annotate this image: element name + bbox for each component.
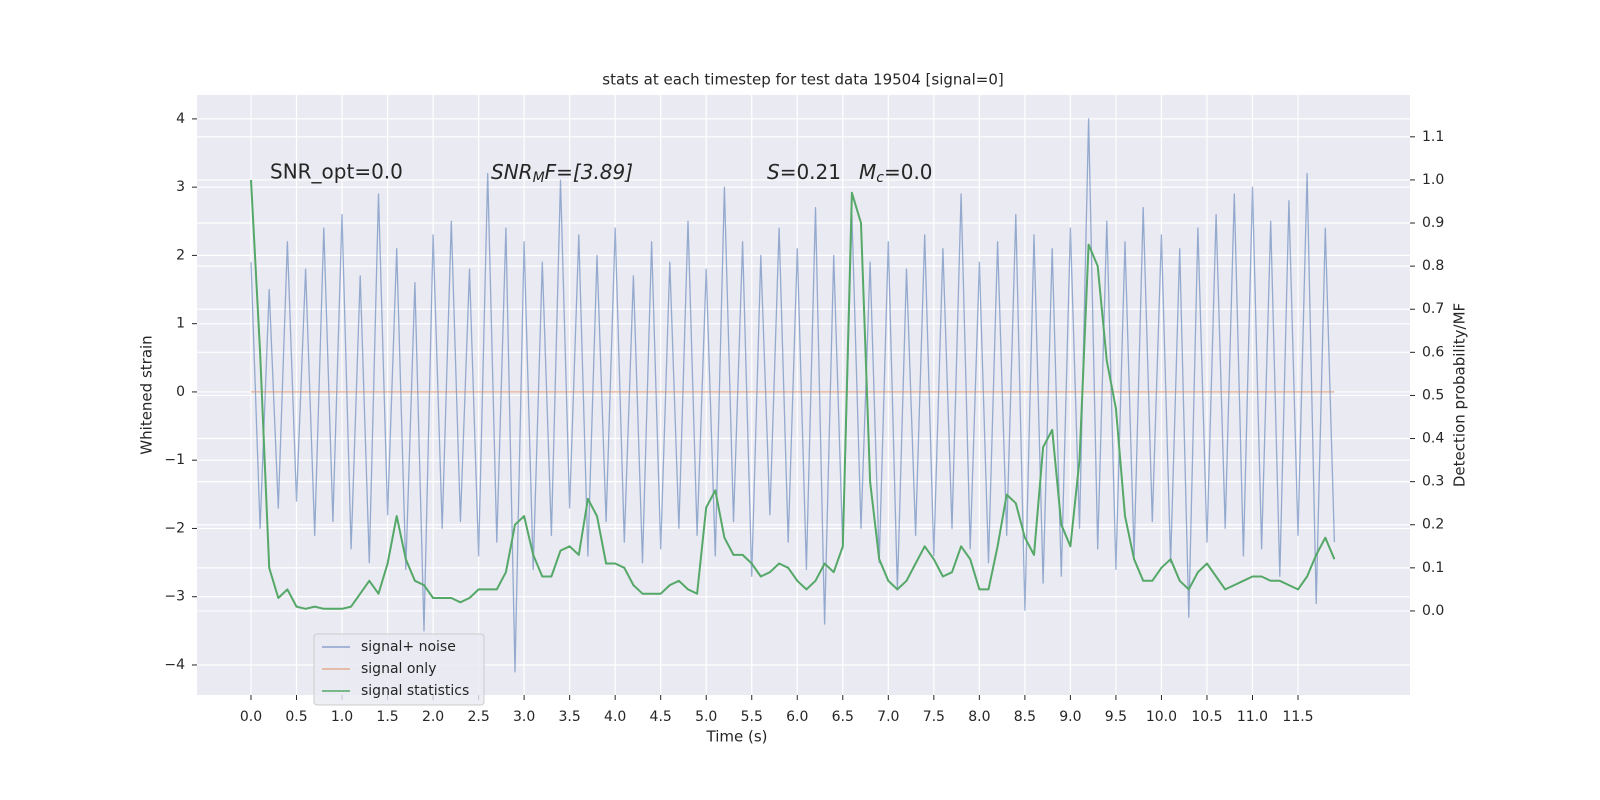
x-tick-label: 5.5: [741, 709, 763, 725]
y2-tick-label: 0.1: [1422, 560, 1444, 576]
y-axis-label: Whitened strain: [138, 335, 156, 454]
y2-tick-label: 0.9: [1422, 215, 1444, 231]
x-tick-label: 3.5: [559, 709, 581, 725]
y2-tick-label: 0.5: [1422, 387, 1444, 403]
y2-tick-label: 1.1: [1422, 129, 1444, 145]
annotation: SNRMF=[3.89]: [491, 160, 633, 187]
annotation-part: M: [533, 170, 545, 186]
x-tick-label: 9.0: [1059, 709, 1081, 725]
legend-label: signal only: [361, 661, 436, 677]
x-tick-label: 10.5: [1191, 709, 1222, 725]
x-tick-label: 5.0: [695, 709, 717, 725]
legend-box: [313, 633, 485, 706]
annotation-part: =0.21: [780, 160, 841, 184]
annotation: Mc=0.0: [859, 160, 933, 187]
y-tick-label: 0: [176, 384, 185, 400]
y2-tick-label: 1.0: [1422, 172, 1444, 188]
chart-title: stats at each timestep for test data 195…: [602, 71, 1003, 89]
x-tick-label: 11.5: [1282, 709, 1313, 725]
x-tick-label: 8.0: [968, 709, 990, 725]
x-tick-label: 0.5: [285, 709, 307, 725]
y-tick-label: −1: [164, 452, 185, 468]
y-tick-label: 2: [176, 247, 185, 263]
series-line: [250, 179, 1336, 610]
series-line: [250, 118, 1336, 673]
x-tick-label: 6.0: [786, 709, 808, 725]
y-tick-label: 4: [176, 111, 185, 127]
x-tick-label: 0.0: [240, 709, 262, 725]
x-tick-label: 1.0: [331, 709, 353, 725]
y2-tick-label: 0.7: [1422, 301, 1444, 317]
x-tick-label: 10.0: [1146, 709, 1177, 725]
annotation: S=0.21: [767, 160, 841, 184]
y2-axis-label: Detection probability/MF: [1451, 303, 1469, 487]
x-tick-label: 4.0: [604, 709, 626, 725]
y-tick-label: −4: [164, 657, 185, 673]
annotation-part: c: [876, 170, 884, 186]
x-tick-label: 11.0: [1237, 709, 1268, 725]
x-tick-label: 8.5: [1014, 709, 1036, 725]
x-tick-label: 6.5: [832, 709, 854, 725]
annotation-part: M: [859, 160, 876, 184]
annotation: SNR_opt=0.0: [270, 160, 403, 184]
x-axis-label: Time (s): [706, 728, 768, 746]
x-tick-label: 9.5: [1105, 709, 1127, 725]
annotation-part: SNR: [491, 160, 533, 184]
x-tick-label: 7.0: [877, 709, 899, 725]
y-tick-label: 1: [176, 316, 185, 332]
y-tick-label: −3: [164, 589, 185, 605]
annotation-part: =0.0: [884, 160, 933, 184]
y2-tick-label: 0.6: [1422, 344, 1444, 360]
y-tick-label: 3: [176, 179, 185, 195]
x-tick-label: 2.5: [467, 709, 489, 725]
annotation-part: F=[3.89]: [545, 160, 633, 184]
legend-label: signal statistics: [361, 683, 469, 699]
legend-label: signal+ noise: [361, 639, 456, 655]
x-tick-label: 2.0: [422, 709, 444, 725]
y2-tick-label: 0.8: [1422, 258, 1444, 274]
y-tick-label: −2: [164, 520, 185, 536]
x-tick-label: 7.5: [923, 709, 945, 725]
y2-tick-label: 0.2: [1422, 517, 1444, 533]
x-tick-label: 4.5: [650, 709, 672, 725]
y2-tick-label: 0.3: [1422, 474, 1444, 490]
x-tick-label: 3.0: [513, 709, 535, 725]
annotation-part: S: [767, 160, 780, 184]
y2-tick-label: 0.4: [1422, 431, 1444, 447]
x-tick-label: 1.5: [376, 709, 398, 725]
y2-tick-label: 0.0: [1422, 603, 1444, 619]
